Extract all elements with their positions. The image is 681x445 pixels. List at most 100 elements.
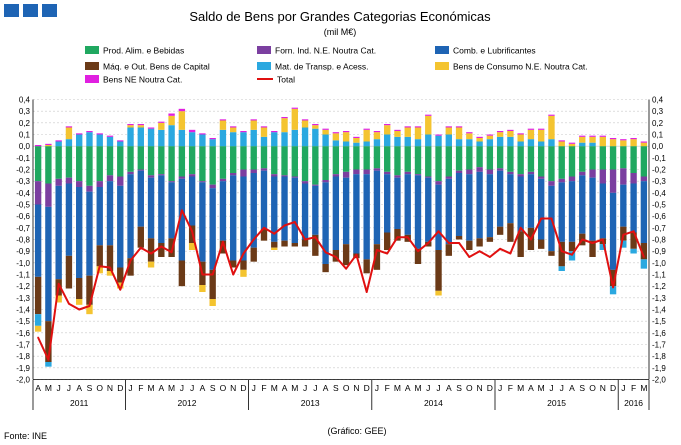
bar-transport [250,129,257,147]
bar-food [579,146,586,172]
y-tick-label-left: -2,0 [16,376,30,385]
bar-fuels [527,174,535,228]
bar-capital [137,226,144,248]
bar-transport [55,141,62,147]
bar-capital [250,247,257,262]
bar-industrial [106,175,114,182]
bar-capital [322,264,329,273]
legend-label-total: Total [277,75,295,85]
bar-fuels [65,183,73,256]
bar-fuels [373,170,381,245]
bar-food [178,146,186,177]
bar-consumer [322,129,329,135]
bar-industrial [496,168,504,171]
year-label: 2013 [301,398,320,408]
x-tick-label: A [405,383,411,393]
year-label: 2014 [424,398,443,408]
y-tick-label-left: -0,8 [16,236,30,245]
bar-other [435,134,442,136]
bar-industrial [271,174,278,177]
total-point [283,224,286,227]
y-tick-label-right: -0,6 [652,212,666,221]
total-point [488,256,491,258]
x-tick-label: D [117,383,123,393]
bar-industrial [158,174,165,176]
bar-capital [507,223,514,242]
bar-other [230,126,237,128]
bar-transport [332,140,340,147]
total-point [324,251,327,254]
x-tick-label: J [621,383,625,393]
bar-industrial [579,171,586,176]
bar-other [455,126,463,128]
total-point [601,238,604,241]
bar-other [301,119,309,121]
bar-industrial [209,184,216,189]
total-point [355,253,358,256]
x-tick-label: F [261,383,266,393]
bar-other [630,138,637,140]
y-tick-label-left: 0,0 [19,142,31,151]
bar-capital [332,250,340,262]
bar-other [96,133,103,135]
x-tick-label: M [45,383,52,393]
bar-food [558,146,565,179]
bar-fuels [558,182,565,242]
bar-industrial [260,168,268,171]
total-point [365,291,368,293]
bar-transport [394,136,401,147]
x-tick-label: M [414,383,421,393]
legend-label-fuels: Comb. e Lubrificantes [453,46,536,56]
x-tick-label: A [323,383,329,393]
bar-consumer [404,127,411,137]
bar-fuels [538,178,545,240]
bar-fuels [240,176,247,261]
bar-fuels [76,187,83,278]
bar-food [589,146,596,170]
bar-transport [384,134,391,147]
x-tick-label: S [333,383,339,393]
y-tick-label-right: -1,3 [652,294,666,303]
bar-transport [620,240,627,248]
bar-other [147,127,155,129]
total-point [88,305,91,307]
bar-capital [45,321,52,362]
x-tick-label: S [87,383,93,393]
x-tick-label: S [456,383,462,393]
bar-fuels [291,177,298,243]
bar-capital [589,240,596,257]
bar-consumer [589,136,596,143]
bar-fuels [425,177,432,242]
bar-other [609,138,617,140]
x-tick-label: J [128,383,132,393]
bar-fuels [188,176,196,226]
bar-industrial [250,169,257,173]
y-tick-label-left: 0,2 [19,119,31,128]
bar-other [281,117,288,119]
x-tick-label: N [107,383,113,393]
bar-consumer [65,127,73,140]
bar-food [250,146,257,170]
bar-industrial [117,176,124,186]
y-tick-label-right: -0,7 [652,224,666,233]
bar-food [342,146,350,172]
bar-fuels [209,188,216,270]
bar-transport [435,135,442,147]
bar-transport [466,139,473,147]
bar-industrial [435,181,442,185]
bar-consumer [599,136,606,147]
bar-consumer [579,136,586,143]
bar-consumer [86,304,93,315]
bar-other [517,133,524,135]
bar-transport [45,362,52,367]
bar-other [86,131,93,133]
bar-fuels [332,176,340,250]
total-point [201,273,204,276]
bar-capital [127,258,134,276]
bar-fuels [281,176,288,241]
bar-capital [219,240,227,254]
bar-fuels [640,181,648,243]
bar-other [291,107,298,109]
y-tick-label-right: -1,6 [652,329,666,338]
x-tick-label: A [158,383,164,393]
